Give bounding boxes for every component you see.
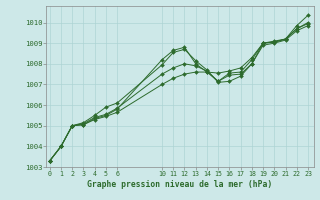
X-axis label: Graphe pression niveau de la mer (hPa): Graphe pression niveau de la mer (hPa) — [87, 180, 273, 189]
